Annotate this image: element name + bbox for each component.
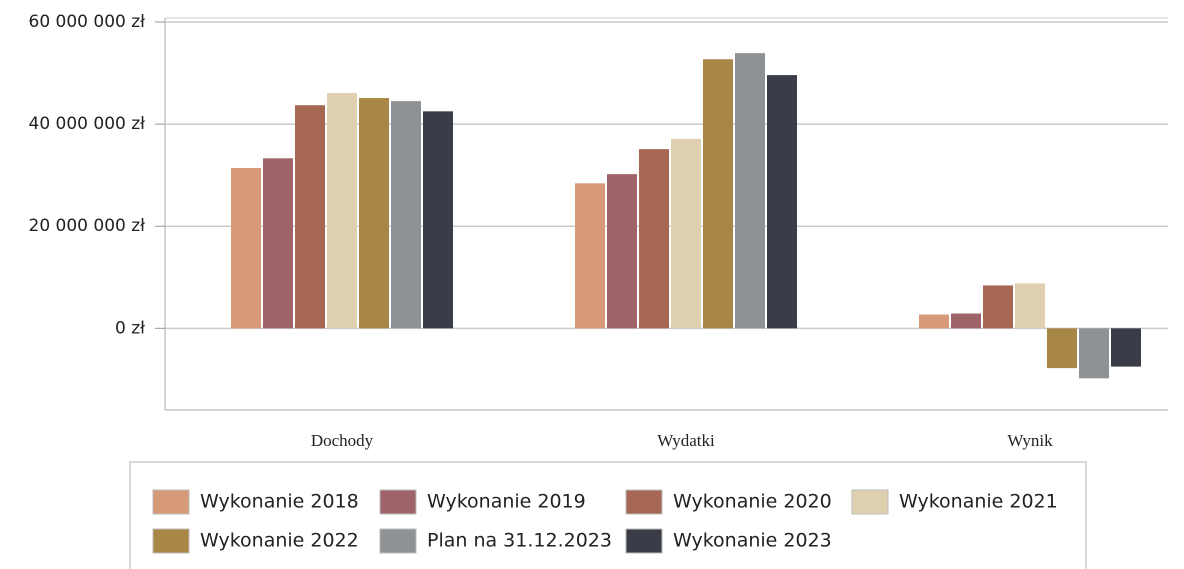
bar: [231, 168, 261, 329]
y-tick-label: 60 000 000 zł: [29, 12, 146, 32]
y-tick-label: 40 000 000 zł: [29, 114, 146, 134]
x-tick-label: Dochody: [311, 431, 374, 450]
bar: [1079, 328, 1109, 379]
y-tick-label: 0 zł: [115, 318, 145, 338]
legend-swatch: [851, 489, 889, 515]
bar: [1111, 328, 1141, 367]
x-tick-label: Wynik: [1007, 431, 1053, 450]
legend-label: Wykonanie 2018: [200, 491, 359, 513]
x-tick-label: Wydatki: [657, 431, 715, 450]
legend-swatch: [379, 528, 417, 554]
bar: [359, 98, 389, 329]
legend-label: Wykonanie 2023: [673, 530, 832, 552]
bar: [1015, 283, 1045, 329]
y-tick-label: 20 000 000 zł: [29, 216, 146, 236]
bar: [263, 158, 293, 329]
bar: [919, 314, 949, 329]
legend-box: [129, 461, 1087, 569]
bar: [767, 75, 797, 329]
legend-label: Wykonanie 2019: [427, 491, 586, 513]
bar: [639, 149, 669, 329]
bar: [327, 92, 357, 329]
bar: [391, 101, 421, 329]
legend-label: Plan na 31.12.2023: [427, 530, 612, 552]
legend-swatch: [625, 489, 663, 515]
bar: [607, 174, 637, 329]
bar: [951, 313, 981, 329]
bar: [423, 111, 453, 329]
bar: [703, 59, 733, 329]
bar: [575, 183, 605, 329]
legend-swatch: [152, 528, 190, 554]
bar: [1047, 328, 1077, 369]
legend-swatch: [152, 489, 190, 515]
legend-label: Wykonanie 2020: [673, 491, 832, 513]
legend-swatch: [625, 528, 663, 554]
legend-label: Wykonanie 2021: [899, 491, 1058, 513]
bar: [983, 285, 1013, 329]
legend-swatch: [379, 489, 417, 515]
legend-label: Wykonanie 2022: [200, 530, 359, 552]
bar: [735, 53, 765, 329]
bar: [295, 105, 325, 329]
bar: [671, 138, 701, 329]
